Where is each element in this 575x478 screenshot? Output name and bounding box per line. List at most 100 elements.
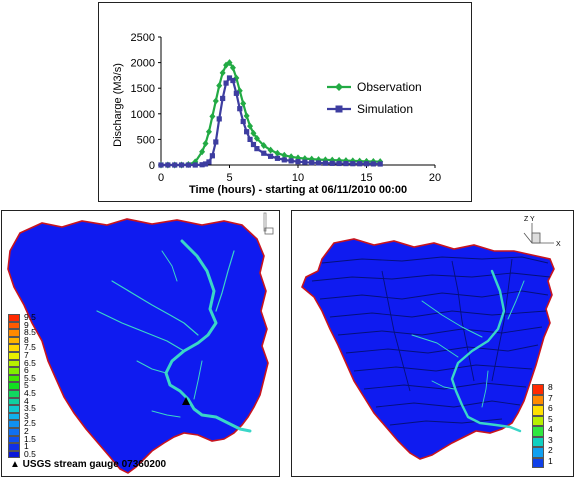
- legend-swatch: [532, 384, 544, 395]
- legend-value-label: 1: [548, 455, 553, 466]
- simulation-point: [309, 160, 315, 166]
- legend-swatch: [532, 457, 544, 468]
- chart-x-tick-label: 5: [226, 172, 232, 184]
- simulation-point: [216, 116, 222, 122]
- legend-value-label: 5: [24, 380, 29, 391]
- main-river-channel: [164, 239, 252, 433]
- legend-value-label: 2: [548, 445, 553, 455]
- legend-swatch: [532, 405, 544, 416]
- observation-point: [209, 112, 216, 120]
- tributary-4: [431, 380, 455, 390]
- legend-value-label: 9.5: [24, 312, 36, 322]
- legend-swatch: [532, 415, 544, 426]
- legend-value-label: 6.5: [24, 357, 36, 368]
- depth-legend: 9.5 9 8.5 8 7.5 7 6.5 6 5.5 5 4.5 4 3.5 3 2.5 2 1.5 1 0.5: [8, 312, 48, 476]
- legend-swatch: [8, 374, 20, 383]
- legend-value-label: 5: [548, 413, 553, 424]
- legend-swatch: [8, 344, 20, 352]
- simulation-point: [178, 162, 185, 168]
- legend-swatch: [8, 405, 20, 413]
- simulation-point: [268, 153, 274, 159]
- chart-y-tick-label: 500: [137, 134, 155, 146]
- tributary-2: [411, 334, 459, 358]
- simulation-point: [336, 160, 342, 167]
- legend-value-label: 7: [548, 392, 553, 403]
- legend-swatch: [8, 314, 20, 322]
- legend-value-label: 7: [24, 350, 29, 360]
- observation-point: [199, 148, 206, 156]
- legend-value-label: 1: [24, 441, 29, 452]
- observation-point: [253, 134, 260, 142]
- chart-x-tick-label: 0: [158, 172, 164, 184]
- simulation-point: [230, 77, 236, 84]
- simulation-point: [223, 80, 229, 86]
- legend-swatch: [8, 367, 20, 375]
- simulation-point: [206, 159, 212, 165]
- legend-value-label: 4.5: [24, 388, 36, 398]
- simulation-point: [350, 161, 356, 167]
- legend-swatch: [8, 412, 20, 421]
- stream-gauge-caption: ▲ USGS stream gauge 07360200: [10, 459, 167, 470]
- simulation-point: [240, 118, 246, 125]
- legend-swatch: [8, 397, 20, 406]
- chart-x-tick-label: 20: [429, 172, 441, 184]
- simulation-point: [254, 146, 260, 152]
- watershed-depth-map: [7, 212, 274, 474]
- observation-point: [205, 128, 212, 136]
- simulation-point: [213, 139, 219, 145]
- observation-point: [212, 97, 219, 105]
- legend-label-simulation: Simulation: [357, 102, 413, 116]
- simulation-point: [202, 161, 209, 167]
- observation-point: [219, 69, 226, 77]
- legend-value-label: 8: [24, 334, 29, 345]
- simulation-point: [295, 159, 301, 165]
- observation-point: [226, 59, 233, 67]
- legend-swatch: [8, 443, 20, 451]
- tributary-4: [136, 360, 167, 374]
- tributary-3: [507, 280, 525, 320]
- legend-swatch: [8, 420, 20, 428]
- legend-value-label: 1.5: [24, 433, 36, 444]
- legend-swatch: [532, 426, 544, 437]
- simulation-point: [377, 161, 383, 167]
- watershed-basin-shape: [301, 238, 555, 460]
- chart-x-tick-label: 15: [360, 172, 372, 184]
- simulation-point: [244, 129, 250, 135]
- chart-y-tick-label: 1500: [131, 83, 155, 95]
- simulation-point: [233, 90, 239, 96]
- observation-point: [229, 64, 236, 72]
- axis-y-label: Y: [530, 216, 535, 223]
- axis-z-label: Z: [524, 216, 529, 223]
- observation-point: [250, 129, 257, 137]
- tributary-5: [193, 360, 203, 400]
- chart-x-tick-label: 10: [292, 172, 304, 184]
- legend-value-label: 5.5: [24, 372, 36, 383]
- legend-value-label: 4: [24, 395, 29, 406]
- simulation-point: [226, 75, 233, 81]
- legend-value-label: 9: [24, 319, 29, 330]
- legend-marker-observation: [335, 83, 343, 91]
- legend-label-observation: Observation: [357, 80, 422, 94]
- observation-point: [243, 112, 250, 120]
- simulation-point: [220, 95, 226, 102]
- legend-value-label: 6: [24, 365, 29, 376]
- tributary-3: [215, 250, 235, 312]
- legend-swatch: [532, 436, 544, 447]
- simulation-point: [237, 106, 243, 112]
- legend-marker-simulation: [335, 105, 343, 113]
- max-depth-map-panel: 9.5 9 8.5 8 7.5 7 6.5 6 5.5 5 4.5 4 3.5 3 2.5 2 1.5 1 0.5 …: [1, 210, 280, 477]
- simulation-point: [247, 136, 253, 142]
- chart-y-tick-label: 0: [149, 160, 155, 172]
- watershed-subbasin-map: Z Y X: [301, 216, 561, 460]
- legend-value-label: 8.5: [24, 327, 36, 338]
- legend-swatch: [8, 382, 20, 390]
- chart-y-tick-label: 2500: [131, 32, 155, 44]
- tributary-7: [151, 410, 181, 418]
- hydrograph-chart: 0 500 1000 1500 2000 2500 0 5 10 15 20 Observation…: [112, 32, 441, 196]
- legend-value-label: 3.5: [24, 403, 36, 414]
- tributary-1: [111, 280, 199, 336]
- legend-swatch: [8, 336, 20, 345]
- chart-x-axis-label: Time (hours) - starting at 06/11/2010 00…: [189, 184, 407, 196]
- simulation-point: [370, 161, 376, 167]
